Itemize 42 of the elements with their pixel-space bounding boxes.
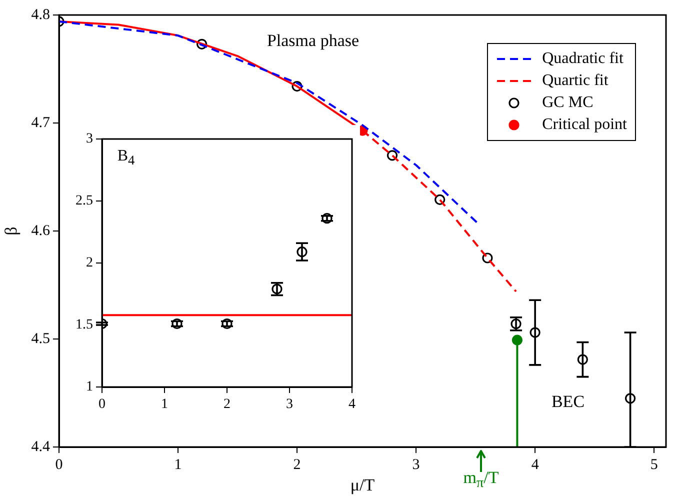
legend-label: GC MC: [542, 94, 594, 112]
annotation: Plasma phase: [266, 31, 360, 51]
y-tick-label: 2: [86, 256, 93, 271]
x-tick-label: 3: [286, 397, 293, 412]
x-tick-label: 0: [55, 456, 63, 473]
y-tick-label: 4.4: [31, 438, 50, 455]
point: [577, 354, 588, 365]
x-tick-label: 5: [650, 456, 658, 473]
text: m$_{π}$/T: [463, 468, 499, 492]
y-tick-label: 3: [86, 132, 93, 147]
y-axis-title: β: [2, 226, 21, 236]
point: [434, 194, 446, 205]
legend-label: Quadratic fit: [542, 50, 624, 68]
x-tick-label: 0: [98, 397, 106, 412]
x-axis-title: μ/T: [350, 475, 376, 494]
annotation: B$_{4}$: [117, 147, 135, 169]
y-tick-label: 4.7: [31, 114, 50, 131]
legend-label: Critical point: [542, 116, 627, 134]
point: [196, 38, 208, 50]
y-tick-label: 4.8: [31, 6, 50, 23]
point: [292, 80, 302, 92]
point: [624, 393, 636, 404]
x-tick-label: 1: [161, 397, 168, 412]
x-tick-label: 4: [348, 397, 356, 412]
point: [512, 334, 523, 346]
point: [172, 318, 182, 330]
legend-label: Quartic fit: [542, 72, 608, 90]
y-tick-label: 2.5: [76, 194, 93, 209]
y-tick-label: 1.5: [76, 318, 93, 333]
annotation: BEC: [551, 392, 585, 412]
x-tick-label: 2: [293, 456, 301, 473]
point: [530, 327, 540, 338]
x-tick-label: 4: [531, 456, 540, 473]
point: [482, 252, 493, 264]
x-tick-label: 1: [174, 456, 182, 473]
x-tick-label: 3: [412, 456, 420, 473]
x-tick-label: 2: [224, 397, 230, 412]
y-tick-label: 4.5: [31, 330, 50, 347]
y-tick-label: 4.6: [31, 222, 50, 239]
point: [386, 150, 398, 161]
y-tick-label: 1: [86, 380, 93, 395]
point: [222, 318, 232, 330]
